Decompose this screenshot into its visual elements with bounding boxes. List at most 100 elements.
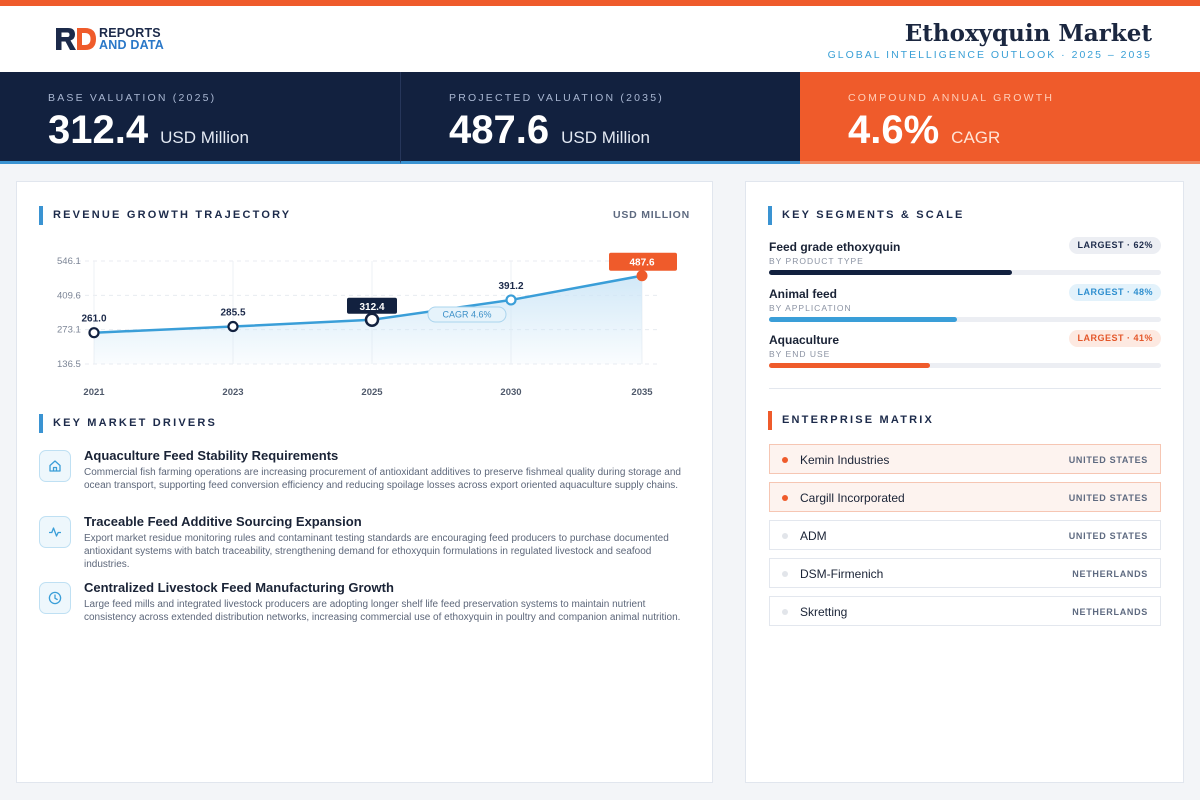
company-name: DSM-Firmenich [800, 567, 884, 581]
kpi-unit: USD Million [561, 128, 650, 147]
segment-name: Aquaculture [769, 333, 840, 347]
x-tick-label: 2023 [222, 387, 243, 398]
kpi-label: COMPOUND ANNUAL GROWTH [848, 92, 1055, 104]
revenue-unit: USD MILLION [612, 209, 690, 221]
enterprise-row[interactable]: Kemin Industries UNITED STATES [769, 444, 1161, 474]
segment-name: Animal feed [769, 287, 838, 301]
enterprise-row[interactable]: Cargill Incorporated UNITED STATES [769, 482, 1161, 512]
company-country: NETHERLANDS [1072, 569, 1148, 579]
driver-title: Traceable Feed Additive Sourcing Expansi… [84, 514, 362, 529]
drivers-heading-text: KEY MARKET DRIVERS [53, 417, 218, 429]
data-label-bg [347, 297, 397, 314]
heading-accent [768, 410, 772, 430]
revenue-heading: REVENUE GROWTH TRAJECTORY [39, 205, 291, 225]
company-name: Skretting [800, 605, 848, 619]
segment-category: BY END USE [769, 349, 831, 359]
brand-line-2: AND DATA [99, 38, 165, 52]
drivers-heading: KEY MARKET DRIVERS [39, 413, 217, 433]
segment-share-badge: LARGEST · 48% [1069, 284, 1161, 301]
segments-card: KEY SEGMENTS & SCALE Feed grade ethoxyqu… [745, 181, 1184, 783]
kpi-unit: USD Million [160, 128, 249, 147]
data-label: 285.5 [220, 308, 245, 319]
segment-share-bar [769, 317, 958, 322]
kpi-projected-valuation: PROJECTED VALUATION (2035) 487.6 USD Mil… [400, 72, 800, 164]
data-point [636, 270, 648, 282]
series-area [94, 275, 642, 364]
data-label: 487.6 [629, 258, 654, 269]
data-point [505, 294, 517, 306]
segment-share-bar [769, 270, 1013, 275]
brand-line-1: REPORTS [99, 26, 161, 40]
segments-heading: KEY SEGMENTS & SCALE [768, 205, 965, 225]
segment-share-badge: LARGEST · 41% [1069, 330, 1161, 347]
enterprise-row[interactable]: ADM UNITED STATES [769, 520, 1161, 550]
kpi-cagr: COMPOUND ANNUAL GROWTH 4.6% CAGR [800, 72, 1200, 164]
segment-item: Aquaculture BY END USE LARGEST · 41% [769, 330, 1161, 375]
data-label: 261.0 [81, 314, 106, 325]
company-country: NETHERLANDS [1072, 607, 1148, 617]
segment-item: Feed grade ethoxyquin BY PRODUCT TYPE LA… [769, 237, 1161, 282]
data-label: 391.2 [498, 281, 523, 292]
y-tick-label: 546.1 [57, 256, 81, 267]
status-dot [782, 457, 788, 463]
kpi-base-valuation: BASE VALUATION (2025) 312.4 USD Million [0, 72, 400, 164]
status-dot [782, 533, 788, 539]
enterprise-heading: ENTERPRISE MATRIX [768, 410, 934, 430]
segments-heading-text: KEY SEGMENTS & SCALE [782, 209, 965, 221]
status-dot [782, 609, 788, 615]
enterprise-row[interactable]: Skretting NETHERLANDS [769, 596, 1161, 626]
logo-mark-icon [55, 27, 97, 51]
x-tick-label: 2025 [361, 387, 383, 398]
segment-item: Animal feed BY APPLICATION LARGEST · 48% [769, 284, 1161, 329]
x-tick-label: 2035 [631, 387, 653, 398]
revenue-line-chart: 546.1 409.6 273.1 136.5 2021 2023 2025 2030 2035… [57, 252, 677, 398]
segment-category: BY PRODUCT TYPE [769, 256, 864, 266]
x-tick-label: 2021 [83, 387, 105, 398]
data-point [227, 320, 239, 333]
enterprise-row[interactable]: DSM-Firmenich NETHERLANDS [769, 558, 1161, 588]
segment-name: Feed grade ethoxyquin [769, 240, 901, 254]
company-country: UNITED STATES [1068, 455, 1148, 465]
segment-share-track [769, 363, 1161, 368]
driver-title: Centralized Livestock Feed Manufacturing… [84, 580, 394, 595]
kpi-label: PROJECTED VALUATION (2035) [449, 92, 664, 104]
top-accent-bar [0, 0, 1200, 6]
kpi-value: 312.4 [48, 108, 149, 152]
data-point [88, 327, 100, 339]
revenue-card: REVENUE GROWTH TRAJECTORY USD MILLION 54… [16, 181, 713, 783]
status-dot [782, 571, 788, 577]
status-dot [782, 495, 788, 501]
page-header: REPORTS AND DATA Ethoxyquin Market GLOBA… [0, 6, 1200, 72]
page-subtitle: GLOBAL INTELLIGENCE OUTLOOK · 2025 – 203… [827, 49, 1152, 61]
kpi-label: BASE VALUATION (2025) [48, 92, 217, 104]
company-country: UNITED STATES [1068, 493, 1148, 503]
segment-share-bar [769, 363, 930, 368]
kpi-value: 4.6% [848, 108, 940, 152]
segment-share-track [769, 317, 1161, 322]
revenue-heading-text: REVENUE GROWTH TRAJECTORY [53, 209, 292, 221]
heading-accent [768, 205, 772, 225]
activity-icon [39, 516, 71, 548]
cagr-annotation [427, 306, 507, 323]
segment-share-badge: LARGEST · 62% [1069, 237, 1161, 254]
driver-title: Aquaculture Feed Stability Requirements [84, 448, 339, 463]
company-name: Kemin Industries [800, 453, 890, 467]
section-divider [769, 388, 1161, 389]
y-tick-label: 136.5 [57, 359, 81, 370]
heading-accent [39, 413, 43, 433]
driver-description: Export market residue monitoring rules a… [84, 533, 669, 570]
company-name: ADM [800, 529, 827, 543]
kpi-unit: CAGR [951, 128, 1001, 147]
data-label: 312.4 [359, 302, 384, 313]
cagr-annotation-label: CAGR 4.6% [442, 310, 491, 320]
company-country: UNITED STATES [1068, 531, 1148, 541]
y-tick-label: 273.1 [57, 325, 81, 336]
enterprise-heading-text: ENTERPRISE MATRIX [782, 414, 935, 426]
brand-logo[interactable]: REPORTS AND DATA [55, 27, 164, 51]
data-point [364, 312, 380, 328]
kpi-value: 487.6 [449, 108, 550, 152]
heading-accent [39, 205, 43, 225]
home-icon [39, 450, 71, 482]
page-title: Ethoxyquin Market [904, 20, 1152, 47]
segment-share-track [769, 270, 1161, 275]
